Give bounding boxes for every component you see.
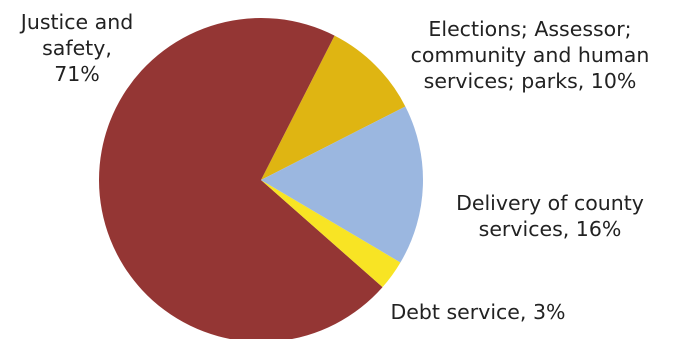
pie-slice-label-1: Elections; Assessor; community and human s… — [411, 17, 650, 93]
pie-slice-label-line: Elections; Assessor; — [428, 17, 631, 41]
pie-slice-label-line: safety, — [42, 36, 112, 60]
pie-slice-label-line: Delivery of county — [456, 191, 644, 215]
pie-slice-label-3: Debt service, 3% — [391, 300, 566, 324]
pie-slice-4 — [261, 106, 423, 263]
pie-slice-label-2: Justice and safety, 71% — [19, 10, 133, 86]
pie-labels: Elections; Assessor; community and human s… — [19, 10, 650, 324]
pie-slice-2 — [99, 18, 383, 339]
pie-slice-label-4: Delivery of county services, 16% — [456, 191, 644, 241]
pie-slice-label-line: Debt service, 3% — [391, 300, 566, 324]
pie-slices — [99, 18, 423, 339]
pie-slice-label-line: services; parks, 10% — [424, 69, 637, 93]
pie-slice-3 — [261, 180, 401, 288]
pie-slice-1 — [261, 35, 406, 180]
pie-slice-label-line: community and human — [411, 43, 650, 67]
pie-slice-label-line: Justice and — [19, 10, 133, 34]
pie-slice-label-line: 71% — [54, 62, 100, 86]
pie-slice-label-line: services, 16% — [479, 217, 622, 241]
